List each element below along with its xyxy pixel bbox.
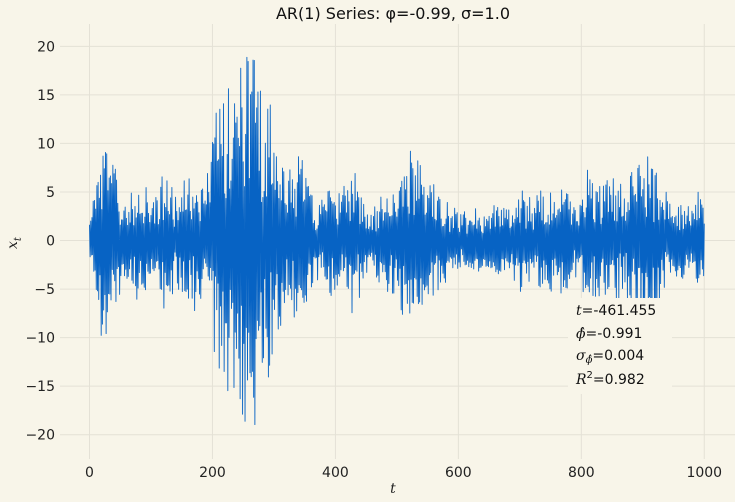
x-tick-label: 600 bbox=[445, 465, 472, 481]
stats-box: t=-461.455 ϕ̂=-0.991 σϕ̂=0.004 R2=0.982 bbox=[568, 298, 672, 394]
stat-sigma-sub: ϕ̂ bbox=[586, 355, 593, 366]
tick-labels: 0 200 400 600 800 1000 −20 −15 −10 −5 0 5 10 15 20 bbox=[25, 39, 722, 481]
stats-box-background bbox=[568, 298, 672, 394]
stat-sigma-label: σ bbox=[576, 348, 586, 364]
series-line bbox=[89, 56, 705, 426]
chart-title: AR(1) Series: φ=-0.99, σ=1.0 bbox=[276, 4, 510, 23]
x-tick-label: 200 bbox=[199, 465, 226, 481]
stat-r2-sup: 2 bbox=[587, 370, 593, 381]
y-tick-label: 0 bbox=[46, 234, 55, 250]
stat-sigma-value: 0.004 bbox=[604, 348, 644, 364]
x-tick-label: 800 bbox=[568, 465, 595, 481]
x-tick-label: 1000 bbox=[686, 465, 722, 481]
stat-r2-value: 0.982 bbox=[605, 372, 645, 388]
stat-t-label: t bbox=[576, 303, 582, 319]
series-layer bbox=[89, 56, 705, 426]
stat-r2-label: R bbox=[575, 372, 587, 388]
y-tick-label: 5 bbox=[46, 185, 55, 201]
stat-phi: ϕ̂=-0.991 bbox=[576, 326, 642, 342]
y-tick-label: −20 bbox=[25, 428, 55, 444]
stat-t-value: -461.455 bbox=[593, 303, 656, 319]
y-tick-label: −15 bbox=[25, 379, 55, 395]
y-tick-label: 15 bbox=[37, 88, 55, 104]
x-tick-label: 0 bbox=[85, 465, 94, 481]
stat-t: t=-461.455 bbox=[576, 303, 656, 319]
x-axis-label: t bbox=[390, 481, 396, 497]
stat-r2: R2=0.982 bbox=[575, 370, 645, 388]
y-tick-label: 10 bbox=[37, 136, 55, 152]
y-axis-label-sub: t bbox=[13, 236, 24, 241]
y-tick-label: 20 bbox=[37, 39, 55, 55]
stat-sigma: σϕ̂=0.004 bbox=[576, 348, 644, 366]
y-axis-label-main: x bbox=[5, 241, 21, 249]
y-axis-label: xt bbox=[5, 236, 24, 249]
y-tick-label: −5 bbox=[34, 282, 55, 298]
stat-phi-label: ϕ̂ bbox=[576, 326, 586, 342]
x-tick-label: 400 bbox=[322, 465, 349, 481]
stat-phi-value: -0.991 bbox=[597, 326, 642, 342]
y-tick-label: −10 bbox=[25, 331, 55, 347]
